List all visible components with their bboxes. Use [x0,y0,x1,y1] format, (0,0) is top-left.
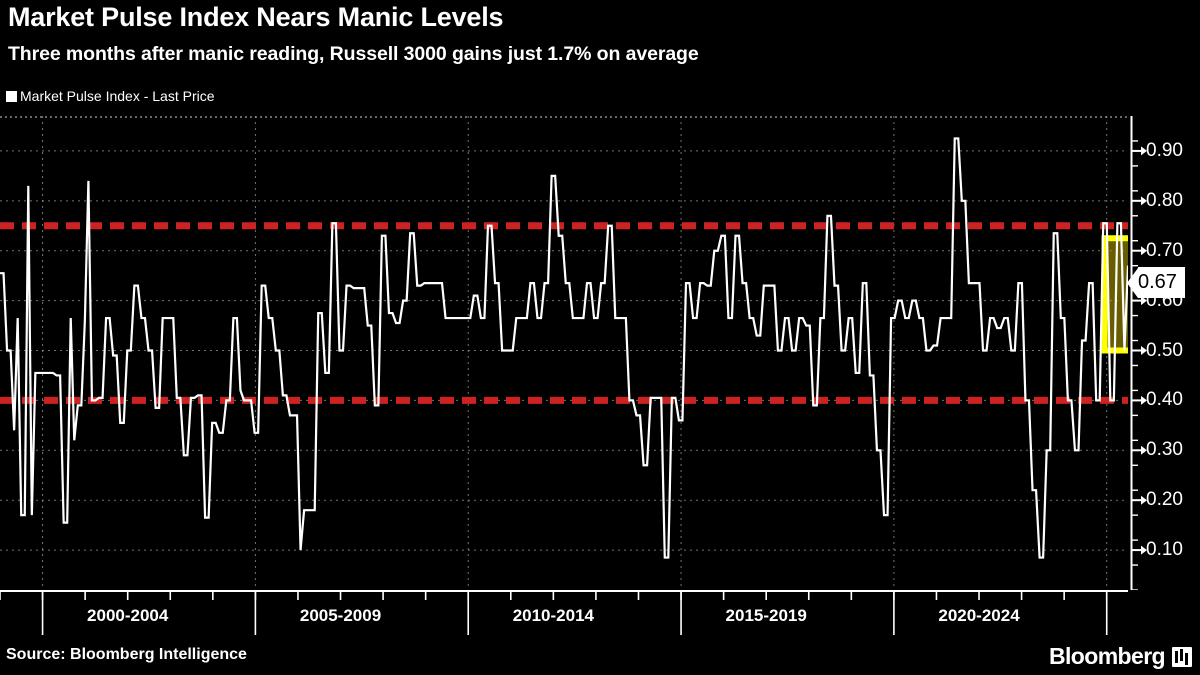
y-axis-tick-label: 0.40 [1146,389,1183,411]
y-axis: 0.10 0.20 0.30 0.40 0.50 0.60 0.70 0.80 0.90 [1128,116,1200,590]
y-axis-tick-label: 0.50 [1146,339,1183,361]
x-axis-spine [0,590,1128,635]
y-axis-tick-label: 0.20 [1146,489,1183,511]
y-axis-spine [1130,116,1147,590]
source-caption: Source: Bloomberg Intelligence [6,646,247,663]
plot-border [1,117,1128,590]
x-axis-tick-label: 2005-2009 [299,606,382,625]
horizontal-gridlines [0,116,1128,551]
brand-wordmark: Bloomberg [1049,643,1166,669]
x-axis-tick-label: 2010-2014 [512,606,594,625]
callout-value: 0.67 [1138,267,1185,298]
legend-series-label: Market Pulse Index - Last Price [20,88,215,104]
legend-square-marker-icon [6,90,17,102]
y-axis-tick-label: 0.10 [1146,539,1183,561]
x-axis-tick-label: 2000-2004 [87,606,169,625]
page-title: Market Pulse Index Nears Manic Levels [8,2,504,32]
vertical-gridlines [42,116,1108,590]
chart-canvas [0,116,1128,590]
page-subtitle: Three months after manic reading, Russel… [8,43,699,65]
plot-area [0,116,1128,590]
x-axis: 2000-2004 2005-2009 2010-2014 2015-2019 2020… [0,590,1128,635]
y-axis-tick-label: 0.80 [1146,189,1183,211]
callout-arrow-icon [1127,267,1138,298]
threshold-lines [0,222,1128,404]
last-price-callout: 0.67 [1127,267,1185,298]
y-axis-tick-label: 0.90 [1146,139,1183,161]
y-axis-tick-label: 0.30 [1146,439,1183,461]
chart-legend: Market Pulse Index - Last Price [6,88,215,104]
y-axis-tick-label: 0.70 [1146,239,1183,261]
bloomberg-terminal-icon [1172,646,1192,667]
series-lines [0,137,1128,559]
x-axis-tick-label: 2015-2019 [725,606,807,625]
bloomberg-brand: Bloomberg [1049,643,1192,670]
x-axis-tick-label: 2020-2024 [938,606,1020,625]
